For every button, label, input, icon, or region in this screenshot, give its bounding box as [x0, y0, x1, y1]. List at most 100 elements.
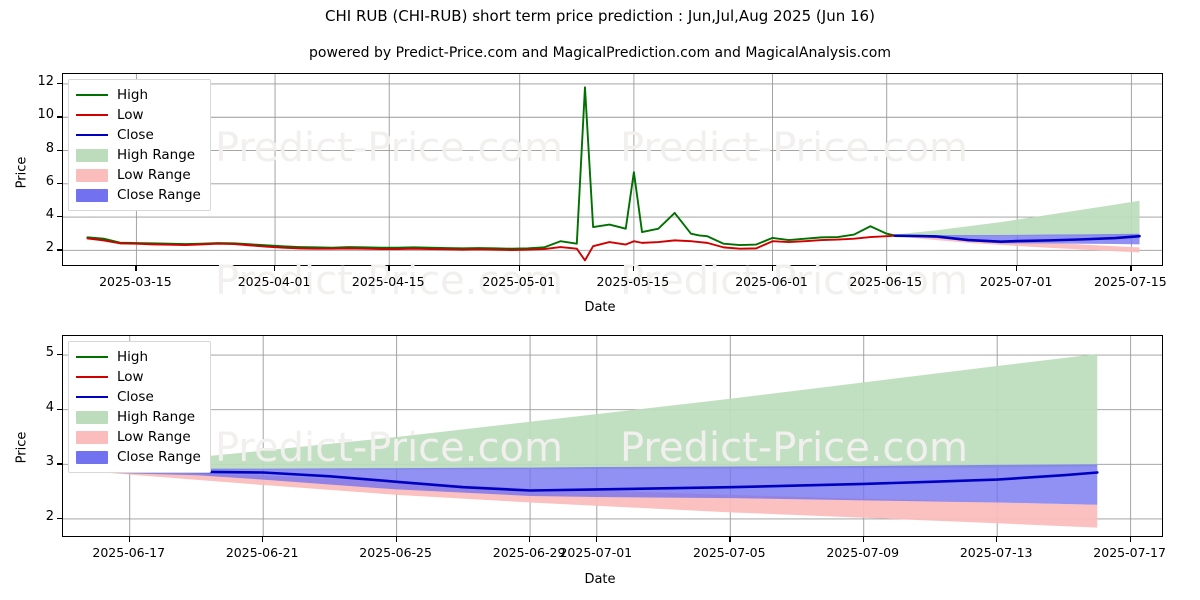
x-tick-label: 2025-07-15: [1094, 274, 1167, 289]
x-tick-label: 2025-06-25: [359, 545, 432, 560]
series-line-low: [86, 234, 896, 262]
x-tick-label: 2025-07-17: [1093, 545, 1166, 560]
top-chart-legend-item: Low Range: [76, 165, 201, 185]
x-tick-mark: [1129, 537, 1131, 542]
y-tick-label: 3: [45, 454, 54, 470]
x-tick-mark: [885, 266, 887, 271]
x-tick-mark: [529, 537, 531, 542]
y-tick-mark: [57, 463, 62, 465]
bottom-chart-legend-item: High: [76, 347, 201, 367]
band-close-range: [96, 464, 1098, 505]
legend-item-label: High: [117, 349, 149, 365]
legend-swatch-icon: [76, 391, 108, 403]
top-chart-legend-item: High: [76, 85, 201, 105]
y-tick-label: 6: [45, 173, 54, 189]
legend-item-label: Close Range: [117, 449, 201, 465]
y-tick-label: 4: [45, 399, 54, 415]
legend-item-label: Close: [117, 127, 154, 143]
x-tick-label: 2025-04-15: [351, 274, 425, 289]
x-tick-mark: [771, 266, 773, 271]
legend-item-label: Low: [117, 369, 144, 385]
bottom-chart-canvas: [63, 336, 1162, 536]
x-tick-label: 2025-04-01: [237, 274, 311, 289]
x-tick-mark: [135, 266, 137, 271]
x-tick-label: 2025-07-09: [826, 545, 900, 560]
series-line-close: [95, 469, 1099, 492]
y-tick-mark: [57, 116, 62, 118]
page-subtitle: powered by Predict-Price.com and Magical…: [309, 45, 891, 61]
bottom-chart-legend: High Low Close High Range Low Range Close Ran…: [68, 341, 211, 473]
x-tick-label: 2025-07-05: [692, 545, 766, 560]
x-tick-mark: [518, 266, 520, 271]
bottom-chart-x-axis-label: Date: [584, 572, 616, 587]
legend-item-label: High Range: [117, 409, 196, 425]
x-tick-mark: [1130, 266, 1132, 271]
top-chart-legend-item: Low: [76, 105, 201, 125]
top-chart-legend-item: Close: [76, 125, 201, 145]
x-tick-mark: [388, 266, 390, 271]
top-chart-plot-area: [62, 73, 1163, 266]
x-tick-label: 2025-07-01: [559, 545, 633, 560]
bottom-chart-legend-item: Close: [76, 387, 201, 407]
page-title: CHI RUB (CHI-RUB) short term price predi…: [325, 7, 875, 25]
x-tick-mark: [595, 537, 598, 542]
band-close-range: [894, 233, 1140, 245]
bottom-chart-plot-area: [62, 335, 1163, 537]
y-tick-mark: [57, 182, 62, 185]
top-chart-legend: High Low Close High Range Low Range Close Ran…: [68, 79, 211, 211]
x-tick-mark: [729, 537, 731, 542]
legend-item-label: High: [117, 87, 149, 103]
legend-swatch-icon: [76, 168, 108, 182]
legend-item-label: Low: [117, 107, 144, 123]
x-tick-label: 2025-06-29: [492, 545, 566, 560]
top-chart-x-axis-label: Date: [584, 300, 616, 315]
legend-swatch-icon: [76, 450, 108, 464]
legend-swatch-icon: [76, 410, 108, 424]
top-chart-legend-item: Close Range: [76, 185, 201, 205]
bottom-chart-legend-item: Close Range: [76, 447, 201, 467]
x-tick-label: 2025-05-15: [596, 274, 670, 289]
bottom-chart-panel: Price Predict-Price.com Predict-Price.com…: [0, 315, 1200, 600]
bottom-chart-legend-item: High Range: [76, 407, 201, 427]
legend-swatch-icon: [76, 371, 108, 383]
top-chart-legend-item: High Range: [76, 145, 201, 165]
series-line-close: [893, 234, 1141, 244]
bottom-chart-legend-item: Low: [76, 367, 201, 387]
legend-item-label: Low Range: [117, 167, 191, 183]
y-tick-label: 5: [45, 345, 54, 361]
legend-swatch-icon: [76, 351, 108, 363]
legend-swatch-icon: [76, 89, 108, 101]
x-tick-mark: [274, 266, 276, 271]
y-tick-label: 4: [45, 207, 54, 223]
y-tick-mark: [57, 249, 62, 251]
y-tick-mark: [57, 216, 62, 218]
y-tick-label: 2: [45, 508, 54, 524]
y-tick-label: 2: [45, 240, 54, 256]
legend-swatch-icon: [76, 430, 108, 444]
legend-swatch-icon: [76, 109, 108, 121]
x-tick-mark: [395, 537, 397, 542]
y-tick-mark: [57, 517, 62, 520]
x-tick-label: 2025-06-15: [849, 274, 923, 289]
y-tick-mark: [57, 149, 62, 151]
x-tick-label: 2025-05-01: [482, 274, 556, 289]
y-tick-label: 12: [37, 73, 54, 89]
legend-swatch-icon: [76, 148, 108, 162]
legend-swatch-icon: [76, 129, 108, 141]
x-tick-mark: [128, 537, 131, 542]
y-tick-label: 10: [37, 107, 54, 123]
band-high-range: [894, 200, 1140, 236]
x-tick-label: 2025-03-15: [99, 274, 172, 289]
legend-swatch-icon: [76, 188, 108, 202]
x-tick-mark: [632, 266, 635, 271]
legend-item-label: Close Range: [117, 187, 201, 203]
legend-item-label: Low Range: [117, 429, 191, 445]
top-chart-canvas: [63, 74, 1162, 265]
bottom-chart-legend-item: Low Range: [76, 427, 201, 447]
legend-item-label: Close: [117, 389, 154, 405]
x-tick-label: 2025-06-17: [92, 545, 166, 560]
y-tick-mark: [57, 408, 62, 410]
x-tick-mark: [862, 537, 865, 542]
x-tick-label: 2025-07-01: [979, 274, 1053, 289]
